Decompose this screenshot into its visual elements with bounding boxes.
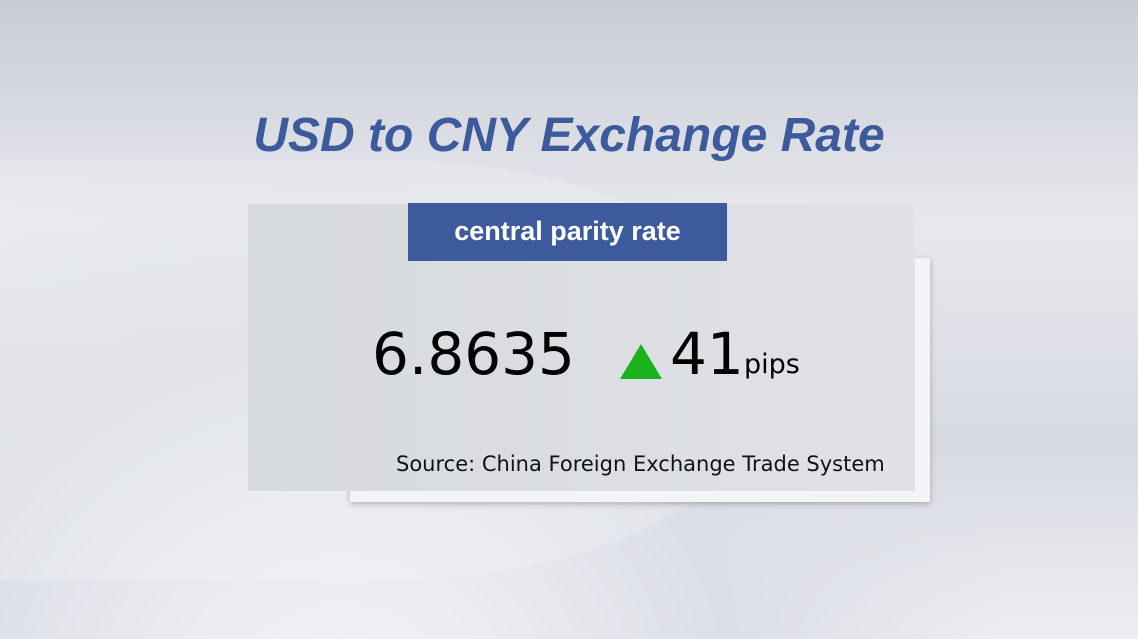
source-text: Source: China Foreign Exchange Trade Sys… [396, 452, 885, 476]
change-unit: pips [744, 349, 800, 380]
change-value: 41 [670, 320, 744, 388]
rate-value: 6.8635 [372, 320, 575, 388]
triangle-up-icon [620, 344, 662, 379]
page-title: USD to CNY Exchange Rate [253, 109, 885, 162]
rate-type-badge: central parity rate [408, 203, 727, 261]
